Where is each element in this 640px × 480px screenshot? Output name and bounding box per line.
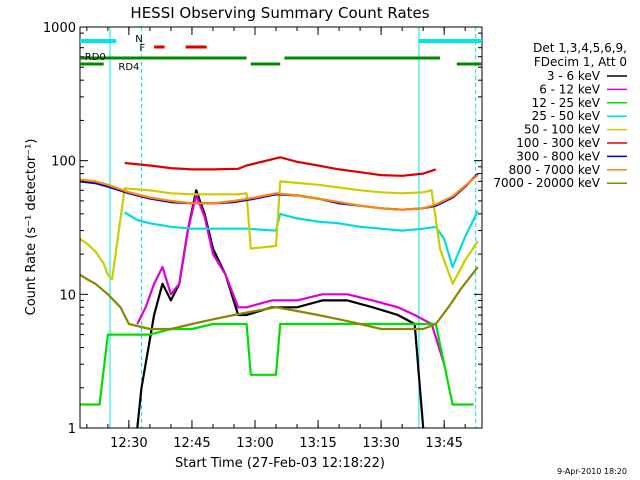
chart-title: HESSI Observing Summary Count Rates bbox=[130, 4, 429, 22]
flag-label-rd4: RD4 bbox=[118, 62, 139, 73]
legend-label-7: 300 - 800 keV bbox=[516, 149, 600, 163]
x-tick-label: 13:45 bbox=[425, 436, 462, 451]
instrument-flags: NF RD0 RD4 bbox=[80, 34, 482, 73]
footer-date: 9-Apr-2010 18:20 bbox=[557, 467, 627, 476]
legend-label-1: 3 - 6 keV bbox=[547, 69, 601, 83]
legend-label-3: 12 - 25 keV bbox=[532, 96, 601, 110]
series-line-4 bbox=[124, 210, 479, 269]
series-line-5 bbox=[80, 180, 479, 285]
legend-label-4: 25 - 50 keV bbox=[532, 109, 601, 123]
x-axis-label: Start Time (27-Feb-03 12:18:22) bbox=[175, 456, 385, 471]
flag-label-f: F bbox=[139, 43, 145, 54]
legend-header-line-2: FDecim 1, Att 0 bbox=[534, 55, 627, 69]
plot-frame bbox=[79, 26, 483, 429]
y-axis-label: Count Rate (s⁻¹ detector⁻¹) bbox=[24, 139, 39, 316]
x-tick-label: 12:45 bbox=[173, 436, 210, 451]
x-tick-label: 12:30 bbox=[110, 436, 147, 451]
x-tick-label: 13:15 bbox=[299, 436, 336, 451]
legend: Det 1,3,4,5,6,9, FDecim 1, Att 0 3 - 6 k… bbox=[493, 41, 627, 190]
y-tick-label: 100 bbox=[51, 155, 76, 170]
axes: 12:30 12:45 13:00 13:15 13:30 13:45 1 10 100 1000 bbox=[43, 21, 482, 451]
legend-header-line-1: Det 1,3,4,5,6,9, bbox=[533, 41, 627, 55]
plot-area bbox=[80, 27, 479, 428]
series-line-3 bbox=[80, 322, 474, 406]
series-line-9 bbox=[80, 266, 479, 331]
x-tick-label: 13:00 bbox=[236, 436, 273, 451]
legend-label-6: 100 - 300 keV bbox=[516, 136, 600, 150]
y-tick-label: 1 bbox=[68, 422, 76, 437]
series-line-2 bbox=[136, 194, 446, 365]
x-tick-label: 13:30 bbox=[362, 436, 399, 451]
flag-label-rd0: RD0 bbox=[85, 52, 106, 63]
flag-label-n: N bbox=[135, 34, 142, 45]
legend-label-2: 6 - 12 keV bbox=[539, 82, 601, 96]
legend-label-8: 800 - 7000 keV bbox=[509, 163, 601, 177]
legend-label-5: 50 - 100 keV bbox=[524, 123, 601, 137]
y-tick-label: 10 bbox=[59, 288, 76, 303]
series-line-6 bbox=[124, 156, 437, 177]
legend-label-9: 7000 - 20000 keV bbox=[493, 176, 600, 190]
series-line-8 bbox=[80, 174, 479, 211]
y-tick-label: 1000 bbox=[43, 21, 76, 36]
